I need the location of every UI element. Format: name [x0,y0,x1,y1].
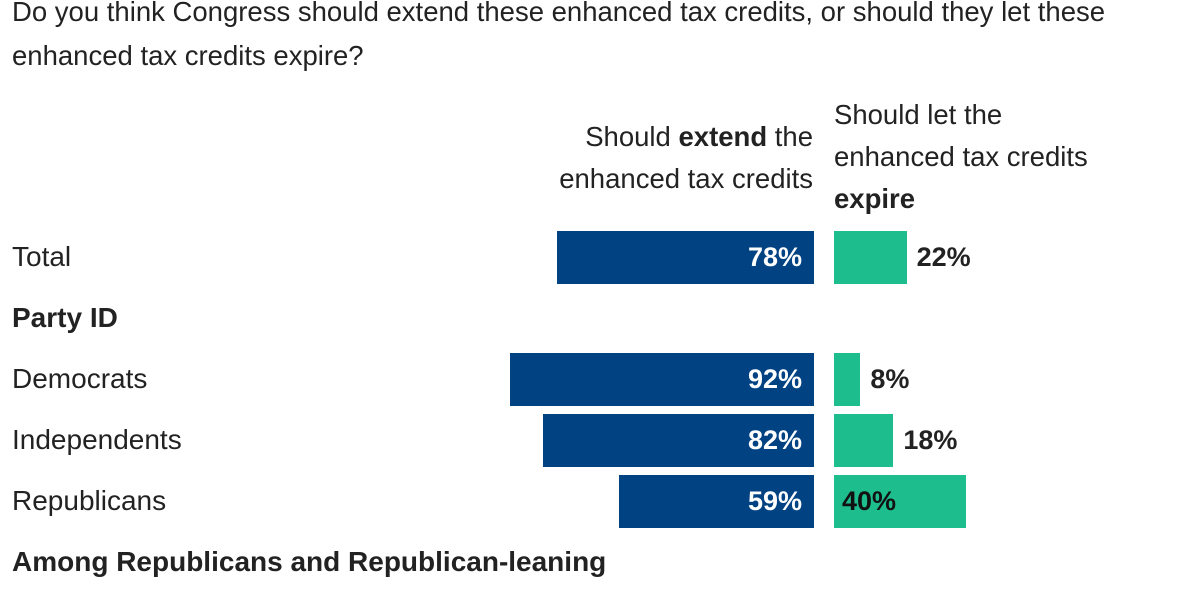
expire-header-line1: Should let the [834,99,1003,130]
extend-column-header: Should extend the enhanced tax credits [559,116,813,200]
extend-header-line2: enhanced tax credits [559,163,813,194]
row-label-republicans: Republicans [12,485,167,516]
expire-header-bold: expire [834,183,916,214]
extend-value-label-total: 78% [747,241,802,272]
extend-bar-republicans [619,474,814,528]
expire-bar-total [834,230,907,284]
expire-value-label-total: 22% [916,241,971,272]
extend-bar-democrats [510,352,814,406]
extend-header-bold: extend [678,121,768,152]
expire-bar-republicans [834,474,966,528]
extend-value-label-independents: 82% [747,424,802,455]
extend-bar-total [556,230,814,284]
extend-value-label-republicans: 59% [747,485,802,516]
extend-bar-independents [543,413,814,467]
row-label-independents: Independents [12,424,182,455]
expire-column-header: Should let the enhanced tax credits expi… [834,94,1088,220]
extend-header-pre: Should [585,121,679,152]
group-heading-among-republicans-and-republican-leaning: Among Republicans and Republican-leaning [12,546,607,577]
row-label-total: Total [12,241,72,272]
row-label-democrats: Democrats [12,363,148,394]
expire-value-label-independents: 18% [903,424,958,455]
group-heading-party-id: Party ID [12,302,118,333]
extend-value-label-democrats: 92% [747,363,802,394]
chart-title: Do you think Congress should extend thes… [12,0,1106,71]
expire-bar-independents [834,413,894,467]
expire-header-line2: enhanced tax credits [834,141,1088,172]
extend-header-mid: the [767,121,813,152]
expire-value-label-democrats: 8% [870,363,910,394]
expire-value-label-republicans: 40% [842,485,897,516]
expire-bar-democrats [834,352,861,406]
